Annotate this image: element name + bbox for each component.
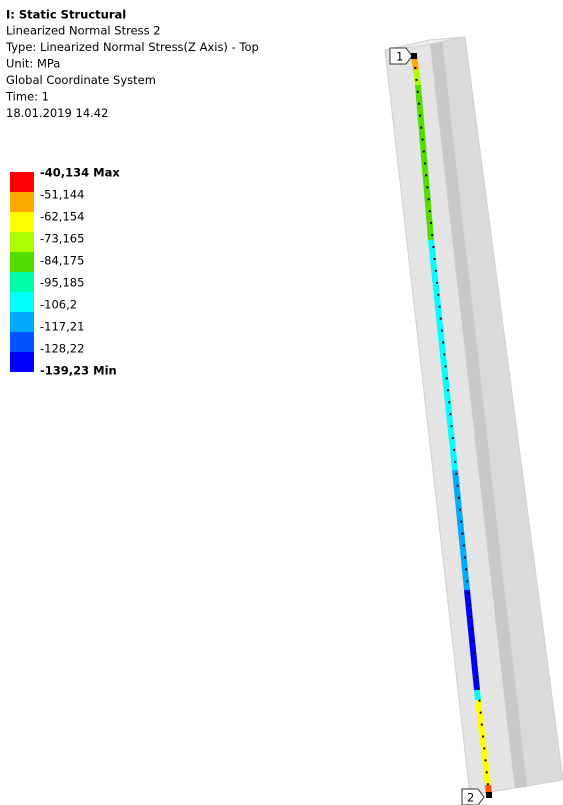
legend-swatch	[10, 332, 34, 352]
legend-label: -40,134 Max	[40, 166, 120, 180]
info-line: 18.01.2019 14.42	[6, 106, 108, 120]
legend-label: -128,22	[40, 342, 84, 356]
legend-label: -106,2	[40, 298, 77, 312]
legend-swatch	[10, 312, 34, 332]
title: I: Static Structural	[6, 8, 126, 22]
info-line: Linearized Normal Stress 2	[6, 24, 161, 38]
legend-label: -117,21	[40, 320, 84, 334]
info-line: Time: 1	[5, 90, 49, 104]
probe-label: 2	[467, 791, 474, 805]
viewport: 1 2 I: Static Structural Linearized Norm…	[0, 0, 563, 805]
legend-label: -84,175	[40, 254, 84, 268]
probe-label: 1	[396, 50, 403, 64]
legend-swatch	[10, 352, 34, 372]
scene: 1 2 I: Static Structural Linearized Norm…	[0, 0, 563, 805]
legend-label: -62,154	[40, 210, 84, 224]
info-line: Unit: MPa	[6, 57, 60, 71]
legend-swatch	[10, 172, 34, 192]
legend-label: -51,144	[40, 188, 84, 202]
legend-swatch	[10, 272, 34, 292]
legend-swatch	[10, 212, 34, 232]
legend-label: -139,23 Min	[40, 364, 117, 378]
info-line: Global Coordinate System	[6, 73, 156, 87]
legend-swatch	[10, 192, 34, 212]
legend-label: -73,165	[40, 232, 84, 246]
legend-swatch	[10, 292, 34, 312]
legend-label: -95,185	[40, 276, 84, 290]
legend-swatch	[10, 252, 34, 272]
info-line: Type: Linearized Normal Stress(Z Axis) -…	[5, 40, 259, 54]
legend-swatch	[10, 232, 34, 252]
